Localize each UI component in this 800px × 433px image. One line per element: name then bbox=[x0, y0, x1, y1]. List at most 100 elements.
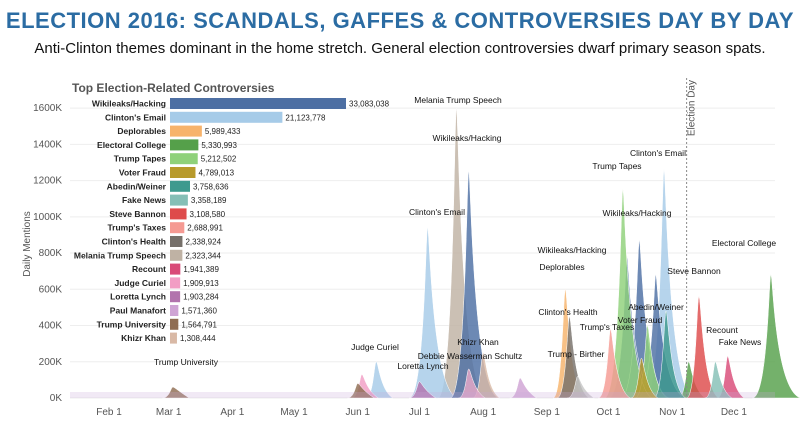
bar-value-trump-university: 1,564,791 bbox=[181, 320, 217, 329]
annotation-wikileaks-hacking: Wikileaks/Hacking bbox=[538, 245, 607, 255]
bar-value-trump-tapes: 5,212,502 bbox=[201, 155, 237, 164]
annotation-clinton-s-health: Clinton's Health bbox=[538, 307, 598, 317]
bar-melania-trump-speech bbox=[170, 249, 183, 261]
bar-loretta-lynch bbox=[170, 291, 181, 303]
annotation-wikileaks-hacking: Wikileaks/Hacking bbox=[433, 133, 502, 143]
bar-paul-manafort bbox=[170, 305, 179, 316]
bar-label-melania-trump-speech: Melania Trump Speech bbox=[74, 250, 166, 260]
y-tick-label: 400K bbox=[39, 321, 63, 332]
y-tick-label: 800K bbox=[39, 248, 63, 259]
bar-label-loretta-lynch: Loretta Lynch bbox=[110, 292, 166, 302]
y-axis-label: Daily Mentions bbox=[22, 211, 33, 277]
bar-clinton-s-email bbox=[170, 111, 283, 123]
area-series-khizr-khan bbox=[472, 352, 501, 399]
bar-chart-title: Top Election-Related Controversies bbox=[72, 81, 275, 95]
bar-voter-fraud bbox=[170, 167, 196, 178]
chart-subtitle: Anti-Clinton themes dominant in the home… bbox=[34, 40, 766, 57]
area-series-debbie-wasserman-schultz bbox=[458, 368, 487, 399]
bar-deplorables bbox=[170, 125, 202, 137]
y-tick-label: 1000K bbox=[33, 212, 62, 223]
annotation-electoral-college: Electoral College bbox=[712, 238, 777, 248]
bar-value-paul-manafort: 1,571,360 bbox=[181, 307, 217, 316]
area-series-trump-birther bbox=[567, 376, 595, 399]
annotation-wikileaks-hacking: Wikileaks/Hacking bbox=[603, 208, 672, 218]
bar-judge-curiel bbox=[170, 277, 181, 289]
bar-value-khizr-khan: 1,308,444 bbox=[180, 334, 216, 343]
bar-label-voter-fraud: Voter Fraud bbox=[119, 168, 166, 178]
annotation-layer: Melania Trump Speech Wikileaks/Hacking Cli… bbox=[154, 95, 776, 371]
annotation-trump-birther: Trump - Birther bbox=[548, 349, 605, 359]
x-tick-label: Oct 1 bbox=[597, 407, 621, 418]
election-day-label: Election Day bbox=[687, 80, 698, 136]
x-tick-label: Jun 1 bbox=[346, 407, 371, 418]
bar-value-electoral-college: 5,330,993 bbox=[201, 141, 237, 150]
bar-label-fake-news: Fake News bbox=[122, 195, 166, 205]
x-tick-label: Apr 1 bbox=[220, 407, 244, 418]
annotation-voter-fraud: Voter Fraud bbox=[618, 315, 663, 325]
bar-fake-news bbox=[170, 194, 188, 206]
bar-value-loretta-lynch: 1,903,284 bbox=[183, 293, 219, 302]
area-series-voter-fraud bbox=[630, 357, 659, 399]
annotation-loretta-lynch: Loretta Lynch bbox=[397, 361, 448, 371]
bar-khizr-khan bbox=[170, 332, 177, 344]
annotation-clinton-s-email: Clinton's Email bbox=[630, 148, 686, 158]
bar-value-melania-trump-speech: 2,323,344 bbox=[185, 251, 221, 260]
bar-label-trump-university: Trump University bbox=[97, 319, 167, 329]
annotation-fake-news: Fake News bbox=[719, 337, 762, 347]
annotation-clinton-s-email: Clinton's Email bbox=[409, 207, 465, 217]
area-series-trump-university bbox=[162, 383, 376, 399]
annotation-melania-trump-speech: Melania Trump Speech bbox=[414, 95, 502, 105]
area-series-paul-manafort bbox=[509, 377, 538, 399]
bar-recount bbox=[170, 263, 181, 275]
annotation-khizr-khan: Khizr Khan bbox=[457, 337, 499, 347]
annotation-trump-s-taxes: Trump's Taxes bbox=[580, 322, 635, 332]
bar-value-voter-fraud: 4,789,013 bbox=[198, 169, 234, 178]
bar-label-trump-tapes: Trump Tapes bbox=[114, 154, 167, 164]
annotation-abedin-weiner: Abedin/Weiner bbox=[628, 302, 684, 312]
bar-value-abedin-weiner: 3,758,636 bbox=[193, 182, 229, 191]
bar-value-wikileaks-hacking: 33,083,038 bbox=[349, 100, 390, 109]
bar-label-electoral-college: Electoral College bbox=[97, 140, 166, 150]
bar-clinton-s-health bbox=[170, 236, 183, 247]
y-tick-label: 1400K bbox=[33, 139, 62, 150]
bar-label-wikileaks-hacking: Wikileaks/Hacking bbox=[92, 99, 166, 109]
bar-value-judge-curiel: 1,909,913 bbox=[183, 279, 219, 288]
chart-title: ELECTION 2016: SCANDALS, GAFFES & CONTRO… bbox=[5, 8, 795, 33]
bar-label-clinton-s-health: Clinton's Health bbox=[102, 237, 166, 247]
y-tick-label: 1600K bbox=[33, 103, 62, 114]
bar-label-paul-manafort: Paul Manafort bbox=[110, 306, 166, 316]
annotation-trump-university: Trump University bbox=[154, 357, 219, 367]
bar-trump-s-taxes bbox=[170, 222, 185, 234]
bar-value-recount: 1,941,389 bbox=[183, 265, 219, 274]
x-tick-label: Jul 1 bbox=[409, 407, 431, 418]
area-series-loretta-lynch bbox=[409, 381, 437, 399]
bar-label-deplorables: Deplorables bbox=[117, 126, 166, 136]
bar-value-clinton-s-health: 2,338,924 bbox=[185, 238, 221, 247]
area-series-abedin-weiner bbox=[653, 310, 686, 399]
bar-value-steve-bannon: 3,108,580 bbox=[190, 210, 226, 219]
bar-value-fake-news: 3,358,189 bbox=[191, 196, 227, 205]
x-tick-label: Aug 1 bbox=[470, 407, 497, 418]
y-tick-label: 600K bbox=[39, 284, 63, 295]
bar-label-clinton-s-email: Clinton's Email bbox=[105, 112, 166, 122]
bar-label-khizr-khan: Khizr Khan bbox=[121, 333, 166, 343]
annotation-judge-curiel: Judge Curiel bbox=[351, 342, 399, 352]
x-tick-label: Nov 1 bbox=[659, 407, 686, 418]
area-baseline-noise bbox=[70, 392, 775, 398]
area-series-trump-s-taxes bbox=[598, 328, 631, 399]
area-series-fake-news bbox=[705, 361, 733, 399]
bar-label-judge-curiel: Judge Curiel bbox=[115, 278, 166, 288]
bar-value-clinton-s-email: 21,123,778 bbox=[285, 113, 326, 122]
bar-value-deplorables: 5,989,433 bbox=[205, 127, 241, 136]
y-tick-label: 1200K bbox=[33, 176, 62, 187]
bar-layer: Top Election-Related Controversies Wikile… bbox=[72, 81, 390, 344]
y-tick-label: 0K bbox=[50, 393, 63, 404]
x-tick-label: Sep 1 bbox=[534, 407, 561, 418]
bar-label-recount: Recount bbox=[132, 264, 166, 274]
annotation-trump-tapes: Trump Tapes bbox=[592, 161, 641, 171]
annotation-steve-bannon: Steve Bannon bbox=[667, 266, 721, 276]
bar-steve-bannon bbox=[170, 208, 187, 220]
x-tick-label: Dec 1 bbox=[721, 407, 748, 418]
bar-trump-tapes bbox=[170, 153, 198, 165]
